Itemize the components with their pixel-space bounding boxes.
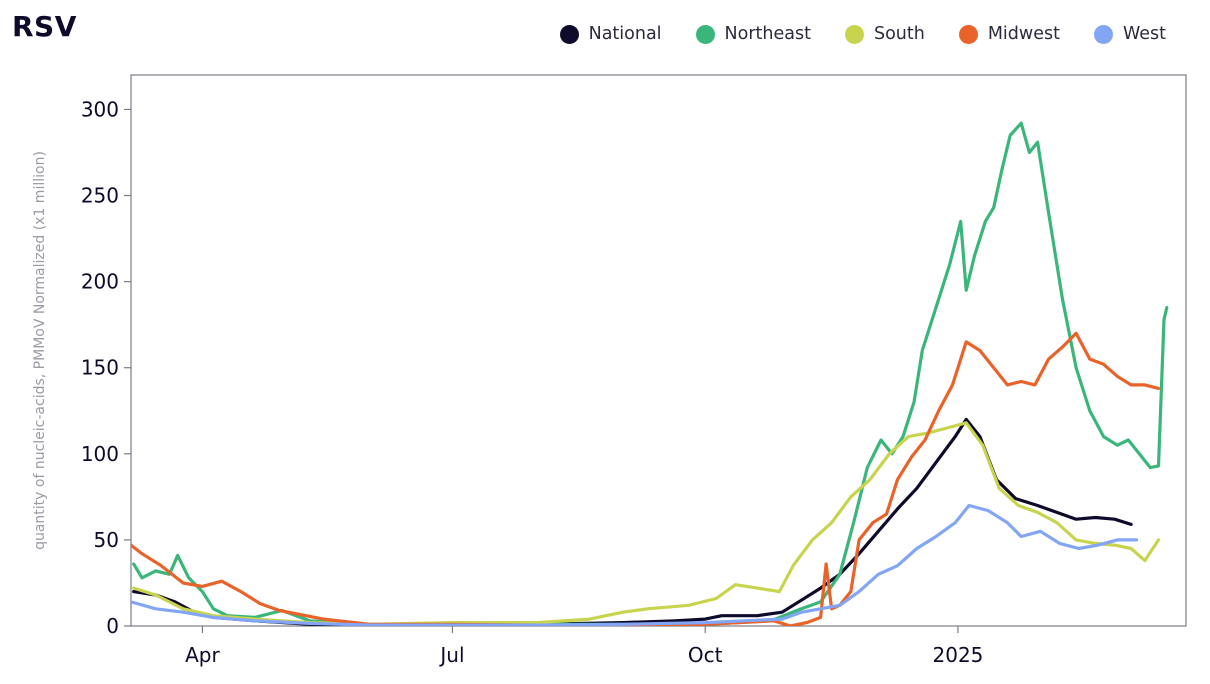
legend-swatch	[844, 24, 864, 44]
y-tick-label: 250	[81, 184, 119, 208]
x-tick-label: 2025	[933, 643, 984, 667]
y-tick-label: 150	[81, 356, 119, 380]
legend-swatch	[559, 24, 579, 44]
legend-label: South	[873, 24, 925, 44]
series-line-national	[132, 417, 1133, 626]
legend-swatch	[958, 24, 978, 44]
legend-label: National	[588, 24, 662, 44]
series-line-northeast	[132, 121, 1169, 626]
y-tick-label: 50	[94, 528, 119, 552]
series-line-south	[132, 421, 1161, 626]
legend-label: West	[1122, 24, 1166, 44]
x-tick-label: Jul	[438, 643, 464, 667]
x-tick-label: Oct	[688, 643, 723, 667]
legend-label: Northeast	[724, 24, 811, 44]
legend-item-west[interactable]: West	[1093, 24, 1166, 44]
legend-label: Midwest	[987, 24, 1060, 44]
legend-item-south[interactable]: South	[844, 24, 925, 44]
y-tick-label: 100	[81, 442, 119, 466]
legend-item-midwest[interactable]: Midwest	[958, 24, 1060, 44]
y-tick-label: 300	[81, 97, 119, 121]
legend-swatch	[695, 24, 715, 44]
legend-item-national[interactable]: National	[559, 24, 662, 44]
series-line-midwest	[131, 331, 1161, 626]
legend: National Northeast South Midwest West	[526, 24, 1166, 44]
y-tick-label: 0	[106, 614, 119, 638]
y-tick-label: 200	[81, 270, 119, 294]
x-tick-label: Apr	[185, 643, 220, 667]
plot-frame	[130, 74, 1187, 627]
legend-item-northeast[interactable]: Northeast	[695, 24, 811, 44]
series-group	[131, 121, 1169, 626]
series-line-west	[131, 503, 1139, 626]
chart-title: RSV	[12, 10, 77, 43]
y-axis-label: quantity of nucleic-acids, PMMoV Normali…	[32, 151, 48, 550]
legend-swatch	[1093, 24, 1113, 44]
